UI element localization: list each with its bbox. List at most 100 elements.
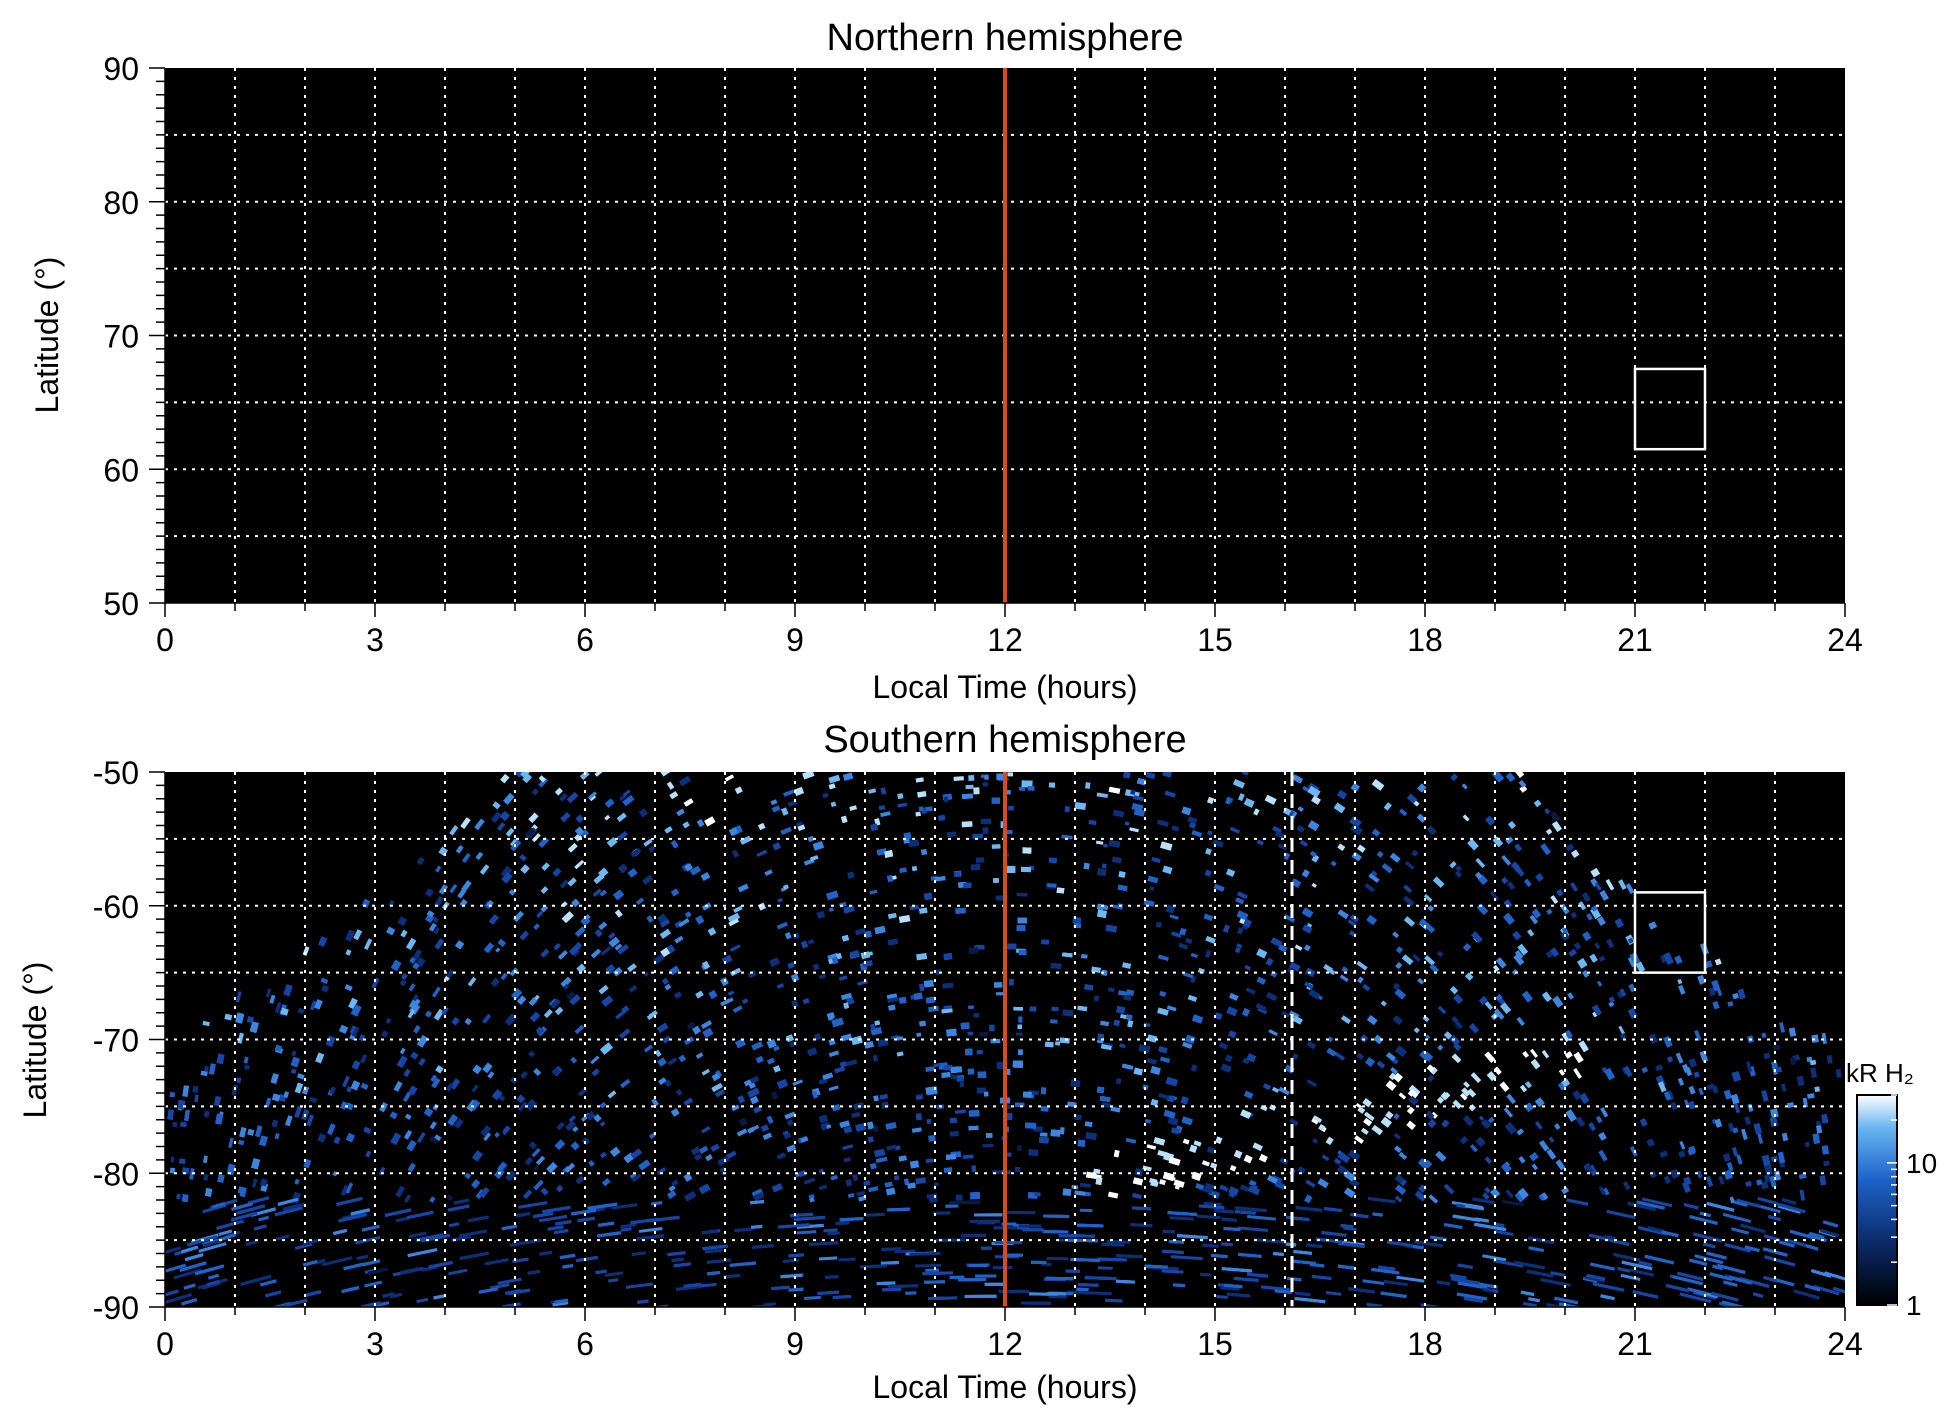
emission-patch: [1007, 772, 1014, 777]
emission-patch: [1427, 1074, 1435, 1083]
emission-patch: [968, 774, 975, 781]
emission-patch: [1113, 1149, 1120, 1158]
emission-patch: [620, 1223, 637, 1229]
emission-patch: [459, 898, 468, 908]
panel-title: Northern hemisphere: [827, 17, 1184, 59]
emission-patch: [604, 1271, 624, 1277]
emission-patch: [344, 984, 353, 992]
emission-patch: [1522, 1301, 1537, 1307]
emission-patch: [497, 1277, 522, 1285]
emission-patch: [1277, 843, 1288, 851]
emission-patch: [449, 1078, 461, 1090]
panel-title: Southern hemisphere: [823, 719, 1186, 761]
emission-patch: [247, 1128, 255, 1136]
emission-patch: [1096, 792, 1109, 799]
emission-patch: [990, 1038, 1001, 1044]
emission-patch: [701, 1126, 711, 1134]
emission-patch: [1412, 954, 1421, 962]
emission-patch: [218, 1229, 233, 1237]
region-box: [1633, 367, 1707, 451]
emission-patch: [843, 1002, 850, 1009]
emission-patch: [165, 1246, 182, 1255]
emission-patch: [696, 819, 705, 828]
emission-patch: [590, 1055, 600, 1065]
emission-patch: [167, 1109, 174, 1120]
emission-patch: [1430, 1111, 1438, 1119]
emission-patch: [202, 1020, 210, 1027]
emission-patch: [894, 1249, 916, 1254]
emission-patch: [1206, 1146, 1216, 1155]
emission-patch: [914, 1263, 942, 1268]
emission-patch: [838, 1257, 856, 1262]
emission-patch: [416, 1297, 429, 1304]
emission-patch: [1531, 1163, 1539, 1171]
emission-patch: [1396, 1275, 1425, 1283]
emission-patch: [894, 1145, 901, 1151]
emission-patch: [322, 1256, 353, 1267]
emission-patch: [1530, 1048, 1539, 1058]
emission-patch: [867, 1136, 874, 1143]
emission-patch: [169, 1092, 176, 1098]
emission-patch: [1464, 972, 1474, 981]
emission-patch: [318, 936, 328, 947]
emission-patch: [643, 971, 650, 978]
emission-patch: [1659, 1150, 1669, 1158]
emission-patch: [604, 798, 615, 808]
emission-patch: [1093, 995, 1100, 1002]
emission-patch: [1524, 1080, 1533, 1089]
emission-patch: [1107, 1191, 1119, 1199]
panel-northern: Northern hemisphere 0 3 6 9 12 15 18 21 24506070…: [29, 17, 1863, 705]
emission-patch: [1059, 1127, 1065, 1135]
emission-patch: [1055, 1041, 1061, 1046]
emission-patch: [1188, 821, 1197, 829]
emission-patch: [1268, 1029, 1278, 1037]
emission-patch: [790, 973, 800, 982]
emission-patch: [1169, 1216, 1194, 1221]
emission-patch: [1662, 1035, 1673, 1048]
emission-patch: [608, 1278, 619, 1283]
emission-patch: [1364, 883, 1375, 893]
emission-patch: [1411, 849, 1419, 857]
emission-patch: [631, 1251, 647, 1257]
emission-patch: [695, 1052, 704, 1059]
emission-patch: [845, 997, 855, 1005]
emission-patch: [880, 787, 887, 795]
emission-patch: [1417, 977, 1425, 985]
emission-patch: [917, 790, 927, 798]
emission-patch: [1101, 863, 1107, 869]
emission-patch: [733, 905, 743, 913]
emission-patch: [1362, 1279, 1385, 1286]
emission-patch: [784, 932, 792, 940]
emission-patch: [1197, 967, 1205, 974]
emission-patch: [1475, 1136, 1486, 1148]
emission-patch: [543, 1008, 553, 1019]
emission-patch: [1343, 1187, 1356, 1199]
emission-patch: [818, 1256, 838, 1261]
emission-patch: [1799, 1189, 1806, 1201]
emission-patch: [1243, 1154, 1253, 1164]
emission-patch: [648, 845, 656, 853]
emission-patch: [1170, 1255, 1203, 1261]
emission-patch: [885, 1187, 896, 1196]
emission-patch: [855, 928, 866, 936]
emission-patch: [169, 1167, 176, 1174]
emission-patch: [1079, 1208, 1093, 1213]
emission-patch: [1698, 1087, 1704, 1096]
emission-patch: [855, 1122, 867, 1132]
y-axis-label: Latitude (°): [29, 257, 65, 414]
emission-patch: [495, 947, 501, 953]
emission-patch: [1641, 1197, 1673, 1208]
emission-patch: [1061, 834, 1073, 840]
emission-patch: [869, 889, 878, 895]
emission-patch: [982, 1143, 994, 1148]
emission-patch: [358, 1034, 366, 1042]
emission-patch: [1219, 1184, 1227, 1191]
emission-patch: [475, 851, 484, 861]
x-tick-label: 18: [1407, 622, 1443, 658]
emission-patch: [1648, 921, 1657, 930]
y-tick-label: 80: [103, 185, 139, 221]
emission-patch: [1697, 974, 1706, 985]
emission-patch: [802, 998, 810, 1005]
overlay-marks: [1003, 68, 1707, 603]
